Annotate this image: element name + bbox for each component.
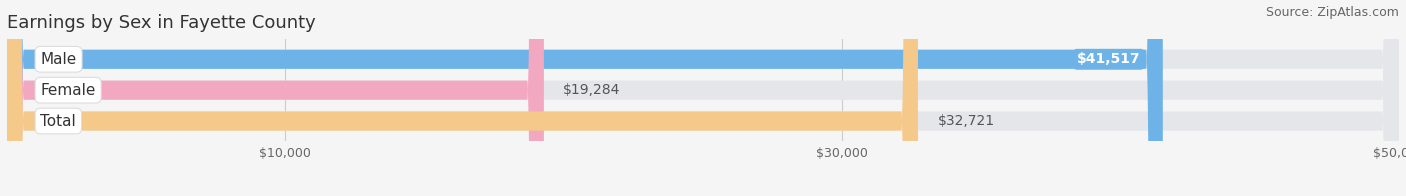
Text: Male: Male: [41, 52, 77, 67]
Text: $41,517: $41,517: [1077, 52, 1140, 66]
Text: Total: Total: [41, 113, 76, 129]
Text: Earnings by Sex in Fayette County: Earnings by Sex in Fayette County: [7, 14, 316, 32]
FancyBboxPatch shape: [7, 0, 918, 196]
Text: Female: Female: [41, 83, 96, 98]
FancyBboxPatch shape: [7, 0, 1163, 196]
Text: $32,721: $32,721: [938, 114, 994, 128]
FancyBboxPatch shape: [7, 0, 544, 196]
FancyBboxPatch shape: [7, 0, 1399, 196]
Text: $19,284: $19,284: [564, 83, 620, 97]
Text: Source: ZipAtlas.com: Source: ZipAtlas.com: [1265, 6, 1399, 19]
FancyBboxPatch shape: [7, 0, 1399, 196]
FancyBboxPatch shape: [7, 0, 1399, 196]
